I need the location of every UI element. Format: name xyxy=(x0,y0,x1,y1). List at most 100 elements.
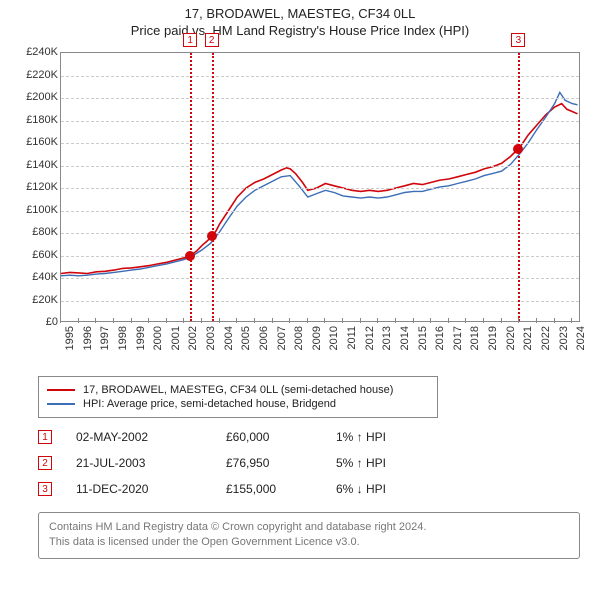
y-axis-label: £40K xyxy=(14,271,58,283)
y-axis-label: £80K xyxy=(14,226,58,238)
y-axis-label: £140K xyxy=(14,159,58,171)
sales-marker-box: 1 xyxy=(38,430,52,444)
sales-price: £155,000 xyxy=(226,482,336,496)
y-axis-label: £0 xyxy=(14,316,58,328)
sales-marker-box: 2 xyxy=(38,456,52,470)
sales-date: 11-DEC-2020 xyxy=(76,482,226,496)
x-axis-label: 2018 xyxy=(469,326,481,350)
x-axis-label: 2008 xyxy=(293,326,305,350)
y-gridline xyxy=(61,188,579,189)
x-axis-label: 1999 xyxy=(135,326,147,350)
y-axis-label: £220K xyxy=(14,69,58,81)
x-tick xyxy=(166,318,167,323)
legend-swatch xyxy=(47,403,75,405)
sales-delta: 6% ↓ HPI xyxy=(336,482,436,496)
x-tick xyxy=(131,318,132,323)
legend-swatch xyxy=(47,389,75,391)
sales-row: 1 02-MAY-2002£60,0001% ↑ HPI xyxy=(38,424,436,450)
x-tick xyxy=(201,318,202,323)
sales-row: 2 21-JUL-2003£76,9505% ↑ HPI xyxy=(38,450,436,476)
sales-delta: 1% ↑ HPI xyxy=(336,430,436,444)
x-axis-label: 2007 xyxy=(276,326,288,350)
x-axis-label: 2002 xyxy=(187,326,199,350)
address-title: 17, BRODAWEL, MAESTEG, CF34 0LL xyxy=(0,6,600,21)
sale-vline xyxy=(518,53,520,321)
x-tick xyxy=(219,318,220,323)
plot-region: 123 xyxy=(60,52,580,322)
sales-price: £76,950 xyxy=(226,456,336,470)
x-tick xyxy=(554,318,555,323)
attribution-line1: Contains HM Land Registry data © Crown c… xyxy=(49,520,569,535)
y-gridline xyxy=(61,211,579,212)
chart-header: 17, BRODAWEL, MAESTEG, CF34 0LL Price pa… xyxy=(0,0,600,38)
x-axis-label: 2010 xyxy=(328,326,340,350)
x-tick xyxy=(377,318,378,323)
x-axis-label: 2020 xyxy=(505,326,517,350)
attribution-box: Contains HM Land Registry data © Crown c… xyxy=(38,512,580,559)
sale-vline xyxy=(212,53,214,321)
legend-row: HPI: Average price, semi-detached house,… xyxy=(47,398,429,410)
x-axis-label: 2003 xyxy=(205,326,217,350)
sales-row: 3 11-DEC-2020£155,0006% ↓ HPI xyxy=(38,476,436,502)
x-tick xyxy=(324,318,325,323)
y-gridline xyxy=(61,121,579,122)
x-axis-label: 2001 xyxy=(170,326,182,350)
sales-table: 1 02-MAY-2002£60,0001% ↑ HPI 2 21-JUL-2003£… xyxy=(38,424,436,502)
x-axis-label: 2004 xyxy=(223,326,235,350)
sales-date: 02-MAY-2002 xyxy=(76,430,226,444)
sale-marker-box: 3 xyxy=(511,33,525,47)
x-tick xyxy=(483,318,484,323)
x-tick xyxy=(360,318,361,323)
x-tick xyxy=(430,318,431,323)
x-axis-label: 2014 xyxy=(399,326,411,350)
y-gridline xyxy=(61,256,579,257)
x-axis-label: 2015 xyxy=(417,326,429,350)
x-axis-label: 2009 xyxy=(311,326,323,350)
x-axis-label: 1996 xyxy=(82,326,94,350)
y-axis-label: £100K xyxy=(14,204,58,216)
x-tick xyxy=(571,318,572,323)
y-axis-label: £200K xyxy=(14,91,58,103)
x-tick xyxy=(148,318,149,323)
legend-label: HPI: Average price, semi-detached house,… xyxy=(83,398,336,410)
sales-date: 21-JUL-2003 xyxy=(76,456,226,470)
y-axis-label: £60K xyxy=(14,249,58,261)
x-tick xyxy=(536,318,537,323)
sale-vline xyxy=(190,53,192,321)
sale-dot xyxy=(513,144,523,154)
legend: 17, BRODAWEL, MAESTEG, CF34 0LL (semi-de… xyxy=(38,376,438,418)
legend-row: 17, BRODAWEL, MAESTEG, CF34 0LL (semi-de… xyxy=(47,384,429,396)
x-tick xyxy=(78,318,79,323)
sale-marker-box: 2 xyxy=(205,33,219,47)
x-tick xyxy=(307,318,308,323)
x-tick xyxy=(395,318,396,323)
x-tick xyxy=(60,318,61,323)
x-tick xyxy=(183,318,184,323)
x-tick xyxy=(501,318,502,323)
sale-marker-box: 1 xyxy=(183,33,197,47)
x-axis-label: 1997 xyxy=(99,326,111,350)
x-axis-label: 2011 xyxy=(346,326,358,350)
y-gridline xyxy=(61,143,579,144)
x-axis-label: 2021 xyxy=(522,326,534,350)
x-tick xyxy=(289,318,290,323)
x-axis-label: 1998 xyxy=(117,326,129,350)
y-gridline xyxy=(61,76,579,77)
x-axis-label: 2023 xyxy=(558,326,570,350)
chart-area: 123 £0£20K£40K£60K£80K£100K£120K£140K£16… xyxy=(12,48,588,368)
y-gridline xyxy=(61,233,579,234)
sales-marker-box: 3 xyxy=(38,482,52,496)
x-axis-label: 1995 xyxy=(64,326,76,350)
y-gridline xyxy=(61,301,579,302)
x-axis-label: 2024 xyxy=(575,326,587,350)
x-axis-label: 2013 xyxy=(381,326,393,350)
subtitle: Price paid vs. HM Land Registry's House … xyxy=(0,23,600,38)
x-axis-label: 2019 xyxy=(487,326,499,350)
x-tick xyxy=(448,318,449,323)
y-gridline xyxy=(61,98,579,99)
sales-price: £60,000 xyxy=(226,430,336,444)
x-axis-label: 2006 xyxy=(258,326,270,350)
y-axis-label: £20K xyxy=(14,294,58,306)
x-axis-label: 2000 xyxy=(152,326,164,350)
sales-delta: 5% ↑ HPI xyxy=(336,456,436,470)
